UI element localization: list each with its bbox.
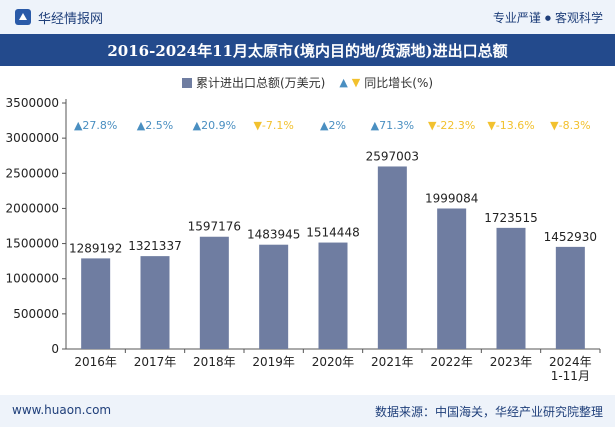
growth-up-label: ▲71.3% — [371, 119, 414, 132]
bar-value-label: 2597003 — [366, 149, 419, 163]
bar — [437, 208, 467, 349]
legend-down-triangle-icon: ▼ — [351, 76, 361, 89]
x-tick-label: 2022年 — [430, 355, 473, 369]
chart-canvas: 0 500000 1000000 1500000 2000000 2500000 30000… — [6, 96, 601, 383]
growth-down-label: ▼-22.3% — [428, 119, 475, 132]
brand-logo-icon — [15, 9, 31, 25]
y-tick-label: 2500000 — [6, 166, 59, 180]
tagline-separator: ● — [544, 13, 551, 22]
y-tick-label: 3500000 — [6, 96, 59, 110]
x-tick-label: 2018年 — [193, 355, 236, 369]
growth-down-label: ▼-8.3% — [550, 119, 590, 132]
growth-up-label: ▲2.5% — [137, 119, 173, 132]
y-tick-label: 1000000 — [6, 272, 59, 286]
chart-legend: 累计进出口总额(万美元) ▲ ▼ 同比增长(%) — [0, 74, 615, 91]
legend-item-growth: ▲ ▼ 同比增长(%) — [339, 74, 433, 91]
y-tick-label: 0 — [51, 342, 59, 356]
bar-value-label: 1999084 — [425, 191, 478, 205]
growth-down-label: ▼-7.1% — [253, 119, 293, 132]
x-tick-label: 2019年 — [252, 355, 295, 369]
bar — [496, 227, 526, 349]
footer-site-link[interactable]: www.huaon.com — [12, 403, 112, 417]
bar — [318, 242, 348, 349]
x-tick-label: 2017年 — [134, 355, 177, 369]
tagline-right: 客观科学 — [554, 11, 603, 25]
y-tick-label: 1500000 — [6, 237, 59, 251]
bar-value-label: 1514448 — [306, 226, 359, 240]
y-tick-label: 3000000 — [6, 131, 59, 145]
bar-value-label: 1483945 — [247, 228, 300, 242]
bar — [259, 244, 289, 349]
footer-bar: www.huaon.com 数据来源：中国海关，华经产业研究院整理 — [0, 395, 615, 427]
x-tick-label: 2021年 — [371, 355, 414, 369]
title-bar: 2016-2024年11月太原市(境内目的地/货源地)进出口总额 — [0, 34, 615, 66]
y-tick-label: 500000 — [13, 307, 59, 321]
x-tick-label: 1-11月 — [551, 369, 590, 383]
legend-up-triangle-icon: ▲ — [339, 76, 348, 89]
bar — [81, 258, 111, 349]
footer-source: 数据来源：中国海关，华经产业研究院整理 — [374, 405, 603, 419]
y-tick-label: 2000000 — [6, 201, 59, 215]
x-tick-label: 2020年 — [312, 355, 355, 369]
bar-value-label: 1723515 — [484, 211, 537, 225]
x-tick-label: 2024年 — [549, 355, 592, 369]
growth-down-label: ▼-13.6% — [487, 119, 534, 132]
bar-value-label: 1597176 — [188, 220, 241, 234]
bar-value-label: 1289192 — [69, 241, 122, 255]
x-tick-label: 2023年 — [490, 355, 533, 369]
chart-title: 2016-2024年11月太原市(境内目的地/货源地)进出口总额 — [107, 42, 508, 60]
growth-up-label: ▲20.9% — [193, 119, 236, 132]
bar — [140, 256, 170, 349]
bar — [555, 246, 585, 349]
x-tick-label: 2016年 — [74, 355, 117, 369]
bar — [199, 236, 229, 349]
top-bar: 华经情报网 专业严谨 ● 客观科学 — [0, 0, 615, 34]
legend-bar-swatch-icon — [181, 77, 192, 88]
growth-up-label: ▲27.8% — [74, 119, 117, 132]
legend-growth-label: 同比增长(%) — [364, 76, 434, 90]
growth-up-label: ▲2% — [320, 119, 346, 132]
brand[interactable]: 华经情报网 — [14, 8, 104, 27]
legend-item-bar: 累计进出口总额(万美元) — [181, 74, 326, 91]
tagline-left: 专业严谨 — [492, 11, 541, 25]
bar-value-label: 1321337 — [128, 239, 181, 253]
brand-name: 华经情报网 — [38, 11, 104, 27]
bar — [377, 166, 407, 349]
bar-value-label: 1452930 — [544, 230, 597, 244]
legend-bar-label: 累计进出口总额(万美元) — [195, 76, 326, 90]
tagline: 专业严谨 ● 客观科学 — [493, 9, 603, 26]
